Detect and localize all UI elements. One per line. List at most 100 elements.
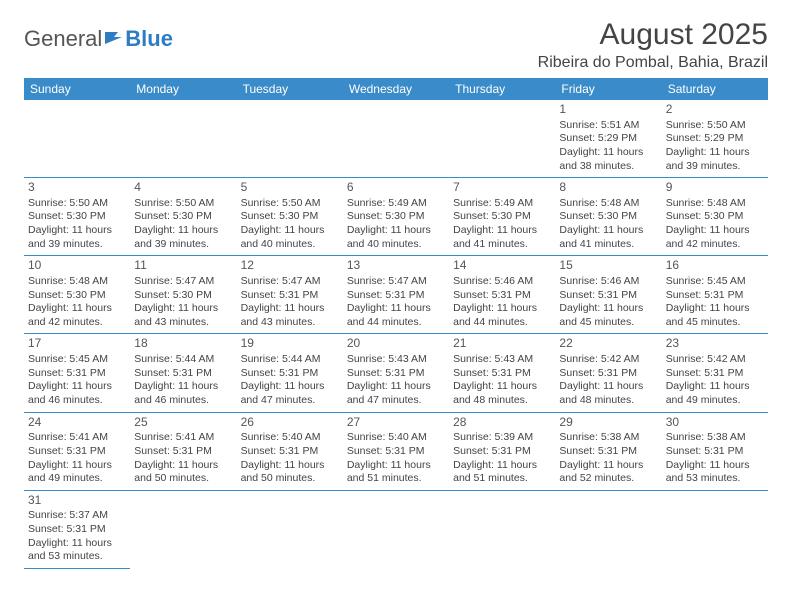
sunrise-text: Sunrise: 5:43 AM: [347, 353, 445, 367]
day-number: 30: [666, 415, 764, 431]
daylight-text: Daylight: 11 hours and 50 minutes.: [241, 459, 339, 486]
calendar-cell: 5Sunrise: 5:50 AMSunset: 5:30 PMDaylight…: [237, 178, 343, 256]
title-block: August 2025 Ribeira do Pombal, Bahia, Br…: [538, 18, 768, 72]
calendar-cell: 6Sunrise: 5:49 AMSunset: 5:30 PMDaylight…: [343, 178, 449, 256]
sunset-text: Sunset: 5:31 PM: [241, 445, 339, 459]
daylight-text: Daylight: 11 hours and 46 minutes.: [134, 380, 232, 407]
logo-text-1: General: [24, 26, 102, 52]
sunrise-text: Sunrise: 5:50 AM: [28, 197, 126, 211]
sunrise-text: Sunrise: 5:48 AM: [666, 197, 764, 211]
daylight-text: Daylight: 11 hours and 49 minutes.: [28, 459, 126, 486]
daylight-text: Daylight: 11 hours and 43 minutes.: [134, 302, 232, 329]
calendar-cell: 17Sunrise: 5:45 AMSunset: 5:31 PMDayligh…: [24, 334, 130, 412]
sunset-text: Sunset: 5:30 PM: [134, 289, 232, 303]
daylight-text: Daylight: 11 hours and 51 minutes.: [453, 459, 551, 486]
sunset-text: Sunset: 5:30 PM: [453, 210, 551, 224]
page-header: General Blue August 2025 Ribeira do Pomb…: [24, 18, 768, 72]
calendar-cell: 3Sunrise: 5:50 AMSunset: 5:30 PMDaylight…: [24, 178, 130, 256]
calendar-cell: 21Sunrise: 5:43 AMSunset: 5:31 PMDayligh…: [449, 334, 555, 412]
daylight-text: Daylight: 11 hours and 42 minutes.: [28, 302, 126, 329]
logo: General Blue: [24, 18, 173, 52]
daylight-text: Daylight: 11 hours and 47 minutes.: [347, 380, 445, 407]
sunrise-text: Sunrise: 5:44 AM: [241, 353, 339, 367]
day-header: Saturday: [662, 78, 768, 100]
daylight-text: Daylight: 11 hours and 53 minutes.: [666, 459, 764, 486]
calendar-cell: [237, 490, 343, 568]
sunset-text: Sunset: 5:31 PM: [559, 289, 657, 303]
sunset-text: Sunset: 5:31 PM: [666, 445, 764, 459]
sunrise-text: Sunrise: 5:46 AM: [559, 275, 657, 289]
sunset-text: Sunset: 5:31 PM: [134, 367, 232, 381]
calendar-table: SundayMondayTuesdayWednesdayThursdayFrid…: [24, 78, 768, 569]
daylight-text: Daylight: 11 hours and 45 minutes.: [559, 302, 657, 329]
day-header: Sunday: [24, 78, 130, 100]
calendar-cell: 28Sunrise: 5:39 AMSunset: 5:31 PMDayligh…: [449, 412, 555, 490]
day-header: Tuesday: [237, 78, 343, 100]
sunset-text: Sunset: 5:31 PM: [347, 445, 445, 459]
day-number: 16: [666, 258, 764, 274]
day-header: Friday: [555, 78, 661, 100]
sunset-text: Sunset: 5:30 PM: [559, 210, 657, 224]
sunset-text: Sunset: 5:30 PM: [28, 289, 126, 303]
calendar-cell: [449, 100, 555, 178]
day-number: 15: [559, 258, 657, 274]
sunset-text: Sunset: 5:31 PM: [559, 367, 657, 381]
sunrise-text: Sunrise: 5:39 AM: [453, 431, 551, 445]
calendar-cell: 13Sunrise: 5:47 AMSunset: 5:31 PMDayligh…: [343, 256, 449, 334]
sunset-text: Sunset: 5:30 PM: [241, 210, 339, 224]
day-number: 8: [559, 180, 657, 196]
day-number: 9: [666, 180, 764, 196]
sunrise-text: Sunrise: 5:38 AM: [559, 431, 657, 445]
calendar-cell: 19Sunrise: 5:44 AMSunset: 5:31 PMDayligh…: [237, 334, 343, 412]
sunset-text: Sunset: 5:29 PM: [666, 132, 764, 146]
sunrise-text: Sunrise: 5:50 AM: [134, 197, 232, 211]
sunrise-text: Sunrise: 5:40 AM: [241, 431, 339, 445]
sunset-text: Sunset: 5:31 PM: [347, 367, 445, 381]
sunrise-text: Sunrise: 5:50 AM: [241, 197, 339, 211]
day-number: 20: [347, 336, 445, 352]
sunrise-text: Sunrise: 5:48 AM: [559, 197, 657, 211]
calendar-cell: 4Sunrise: 5:50 AMSunset: 5:30 PMDaylight…: [130, 178, 236, 256]
calendar-cell: 26Sunrise: 5:40 AMSunset: 5:31 PMDayligh…: [237, 412, 343, 490]
day-number: 14: [453, 258, 551, 274]
logo-text-2: Blue: [125, 26, 173, 52]
daylight-text: Daylight: 11 hours and 38 minutes.: [559, 146, 657, 173]
calendar-cell: [662, 490, 768, 568]
daylight-text: Daylight: 11 hours and 50 minutes.: [134, 459, 232, 486]
calendar-cell: 11Sunrise: 5:47 AMSunset: 5:30 PMDayligh…: [130, 256, 236, 334]
calendar-cell: 25Sunrise: 5:41 AMSunset: 5:31 PMDayligh…: [130, 412, 236, 490]
sunrise-text: Sunrise: 5:40 AM: [347, 431, 445, 445]
daylight-text: Daylight: 11 hours and 39 minutes.: [134, 224, 232, 251]
sunset-text: Sunset: 5:30 PM: [134, 210, 232, 224]
sunset-text: Sunset: 5:31 PM: [347, 289, 445, 303]
daylight-text: Daylight: 11 hours and 42 minutes.: [666, 224, 764, 251]
sunrise-text: Sunrise: 5:47 AM: [241, 275, 339, 289]
calendar-cell: [24, 100, 130, 178]
day-number: 18: [134, 336, 232, 352]
calendar-cell: [237, 100, 343, 178]
sunset-text: Sunset: 5:31 PM: [28, 523, 126, 537]
sunrise-text: Sunrise: 5:47 AM: [134, 275, 232, 289]
sunrise-text: Sunrise: 5:45 AM: [666, 275, 764, 289]
calendar-cell: 27Sunrise: 5:40 AMSunset: 5:31 PMDayligh…: [343, 412, 449, 490]
sunrise-text: Sunrise: 5:41 AM: [28, 431, 126, 445]
calendar-cell: 1Sunrise: 5:51 AMSunset: 5:29 PMDaylight…: [555, 100, 661, 178]
day-number: 5: [241, 180, 339, 196]
day-number: 1: [559, 102, 657, 118]
daylight-text: Daylight: 11 hours and 43 minutes.: [241, 302, 339, 329]
daylight-text: Daylight: 11 hours and 39 minutes.: [666, 146, 764, 173]
daylight-text: Daylight: 11 hours and 49 minutes.: [666, 380, 764, 407]
sunset-text: Sunset: 5:30 PM: [28, 210, 126, 224]
sunset-text: Sunset: 5:31 PM: [666, 289, 764, 303]
daylight-text: Daylight: 11 hours and 52 minutes.: [559, 459, 657, 486]
day-header: Wednesday: [343, 78, 449, 100]
day-number: 21: [453, 336, 551, 352]
daylight-text: Daylight: 11 hours and 48 minutes.: [559, 380, 657, 407]
calendar-cell: 31Sunrise: 5:37 AMSunset: 5:31 PMDayligh…: [24, 490, 130, 568]
sunrise-text: Sunrise: 5:51 AM: [559, 119, 657, 133]
calendar-cell: 15Sunrise: 5:46 AMSunset: 5:31 PMDayligh…: [555, 256, 661, 334]
day-number: 11: [134, 258, 232, 274]
calendar-head: SundayMondayTuesdayWednesdayThursdayFrid…: [24, 78, 768, 100]
calendar-cell: [343, 490, 449, 568]
calendar-cell: 22Sunrise: 5:42 AMSunset: 5:31 PMDayligh…: [555, 334, 661, 412]
